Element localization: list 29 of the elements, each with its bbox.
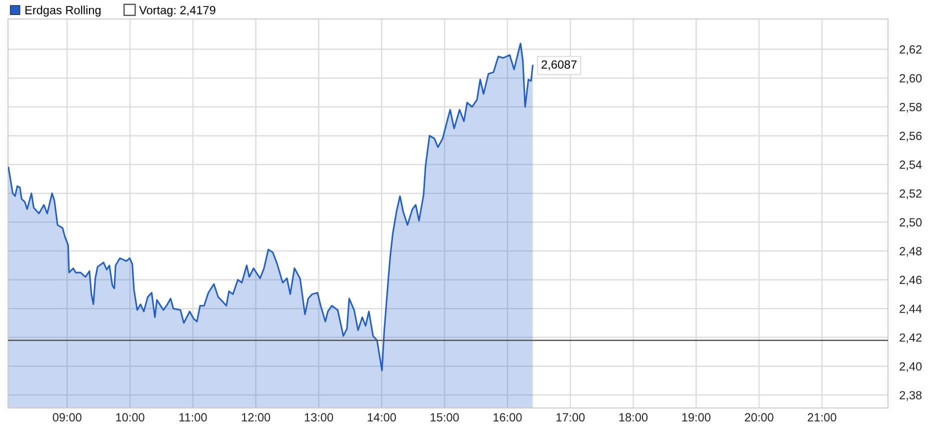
y-tick-label: 2,48 xyxy=(900,246,922,257)
x-tick-label: 10:00 xyxy=(116,413,144,422)
x-tick-label: 19:00 xyxy=(682,413,710,422)
y-tick-label: 2,62 xyxy=(900,45,922,56)
legend-label: Erdgas Rolling xyxy=(25,6,101,17)
y-tick-label: 2,56 xyxy=(900,132,922,142)
x-tick-label: 12:00 xyxy=(242,413,270,422)
annotation: 2,6087 xyxy=(542,60,577,70)
x-tick-label: 09:00 xyxy=(52,413,82,422)
x-tick-label: 11:00 xyxy=(180,413,207,422)
x-tick-label: 16:00 xyxy=(494,413,522,422)
y-tick-label: 2,54 xyxy=(900,160,922,170)
y-tick-label: 2,52 xyxy=(900,189,922,200)
y-tick-label: 2,58 xyxy=(900,102,922,113)
x-tick-label: 21:00 xyxy=(808,413,836,422)
y-tick-label: 2,50 xyxy=(900,218,922,228)
x-tick-label: 14:00 xyxy=(368,413,396,422)
y-tick-label: 2,60 xyxy=(900,74,922,84)
y-tick-label: 2,40 xyxy=(900,362,922,372)
y-tick-label: 2,42 xyxy=(900,333,922,344)
legend-label: Vortag: 2,4179 xyxy=(139,6,216,17)
y-tick-label: 2,46 xyxy=(900,276,922,286)
x-tick-label: 20:00 xyxy=(744,413,774,422)
x-tick-label: 15:00 xyxy=(430,413,459,422)
y-tick-label: 2,44 xyxy=(900,304,922,314)
x-tick-label: 18:00 xyxy=(619,413,648,422)
x-tick-label: 17:00 xyxy=(556,413,585,422)
x-tick-label: 13:00 xyxy=(304,413,334,422)
y-tick-label: 2,38 xyxy=(900,391,922,401)
